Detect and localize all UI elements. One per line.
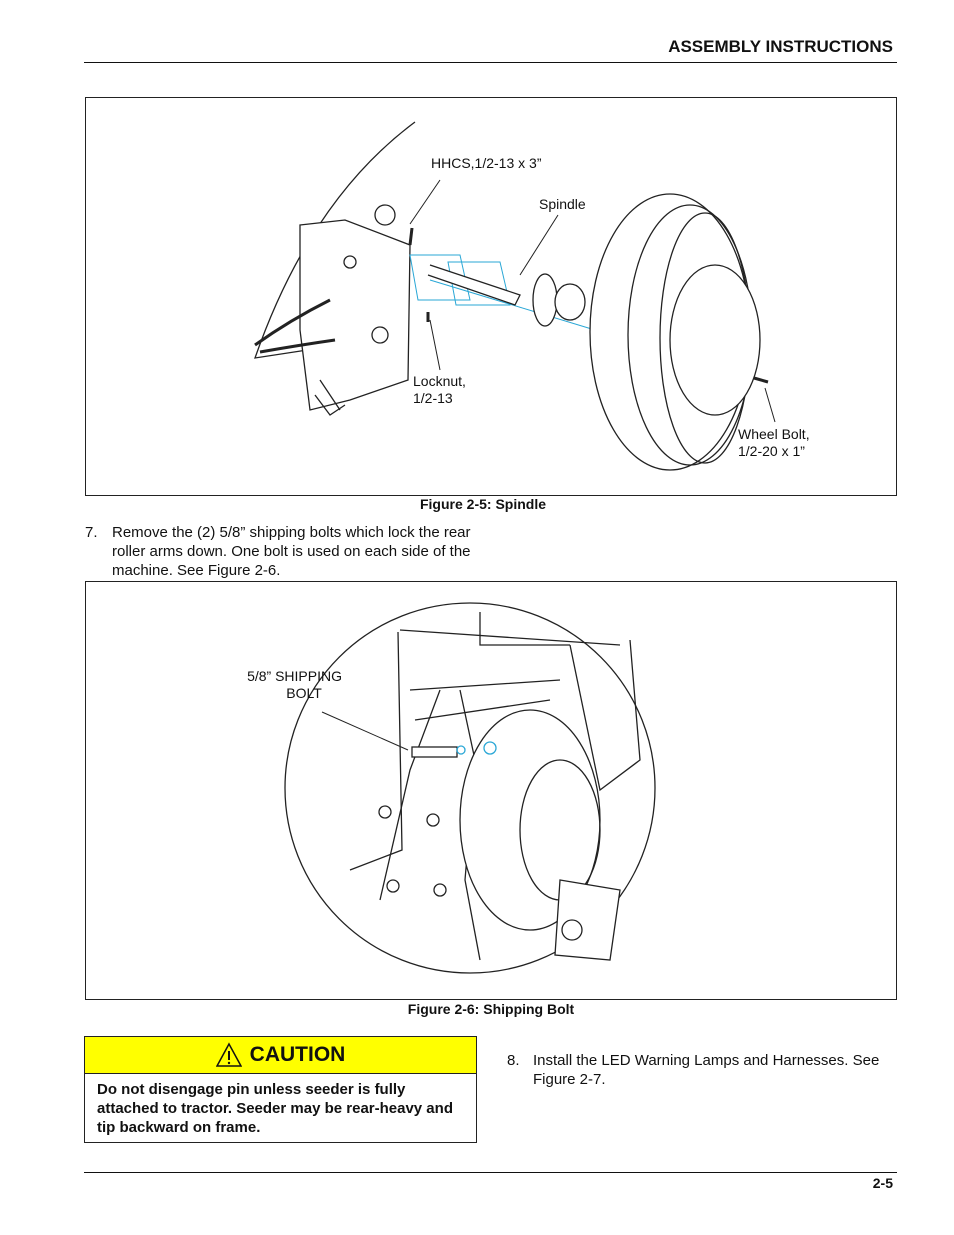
caution-header: CAUTION <box>85 1037 476 1074</box>
step-number: 8. <box>507 1052 520 1069</box>
callout-line: Wheel Bolt, <box>738 426 810 442</box>
step-text: Install the LED Warning Lamps and Harnes… <box>533 1052 880 1088</box>
caution-title: CAUTION <box>249 1043 346 1066</box>
figure-frame <box>85 581 897 1000</box>
footer-rule <box>84 1172 897 1173</box>
figure-caption: Figure 2-6: Shipping Bolt <box>407 1001 575 1017</box>
page-number: 2-5 <box>872 1175 893 1191</box>
warning-icon <box>215 1042 242 1067</box>
caution-box: CAUTION Do not disengage pin unless seed… <box>84 1036 477 1143</box>
figure-frame <box>85 97 897 496</box>
callout: Wheel Bolt, 1/2-20 x 1” <box>738 426 810 460</box>
step-number: 7. <box>85 524 98 541</box>
header-rule <box>84 62 897 63</box>
callout-line: Locknut, <box>413 373 466 389</box>
callout: 5/8” SHIPPING BOLT <box>236 668 342 702</box>
callout: HHCS,1/2-13 x 3” <box>431 155 541 172</box>
callout-line: 1/2-20 x 1” <box>738 443 805 459</box>
header-title: ASSEMBLY INSTRUCTIONS <box>668 37 893 56</box>
callout-line: Spindle <box>539 196 586 212</box>
callout-line: HHCS,1/2-13 x 3” <box>431 155 542 171</box>
step-text: Remove the (2) 5/8” shipping bolts which… <box>112 524 471 579</box>
caution-text: Do not disengage pin unless seeder is fu… <box>97 1081 453 1136</box>
callout: Locknut, 1/2-13 <box>413 373 466 407</box>
callout-line: 1/2-13 <box>413 390 453 406</box>
callout-line: 5/8” SHIPPING <box>247 668 342 684</box>
callout-line: BOLT <box>286 685 322 701</box>
figure-caption: Figure 2-5: Spindle <box>419 496 546 512</box>
callout: Spindle <box>539 196 586 213</box>
